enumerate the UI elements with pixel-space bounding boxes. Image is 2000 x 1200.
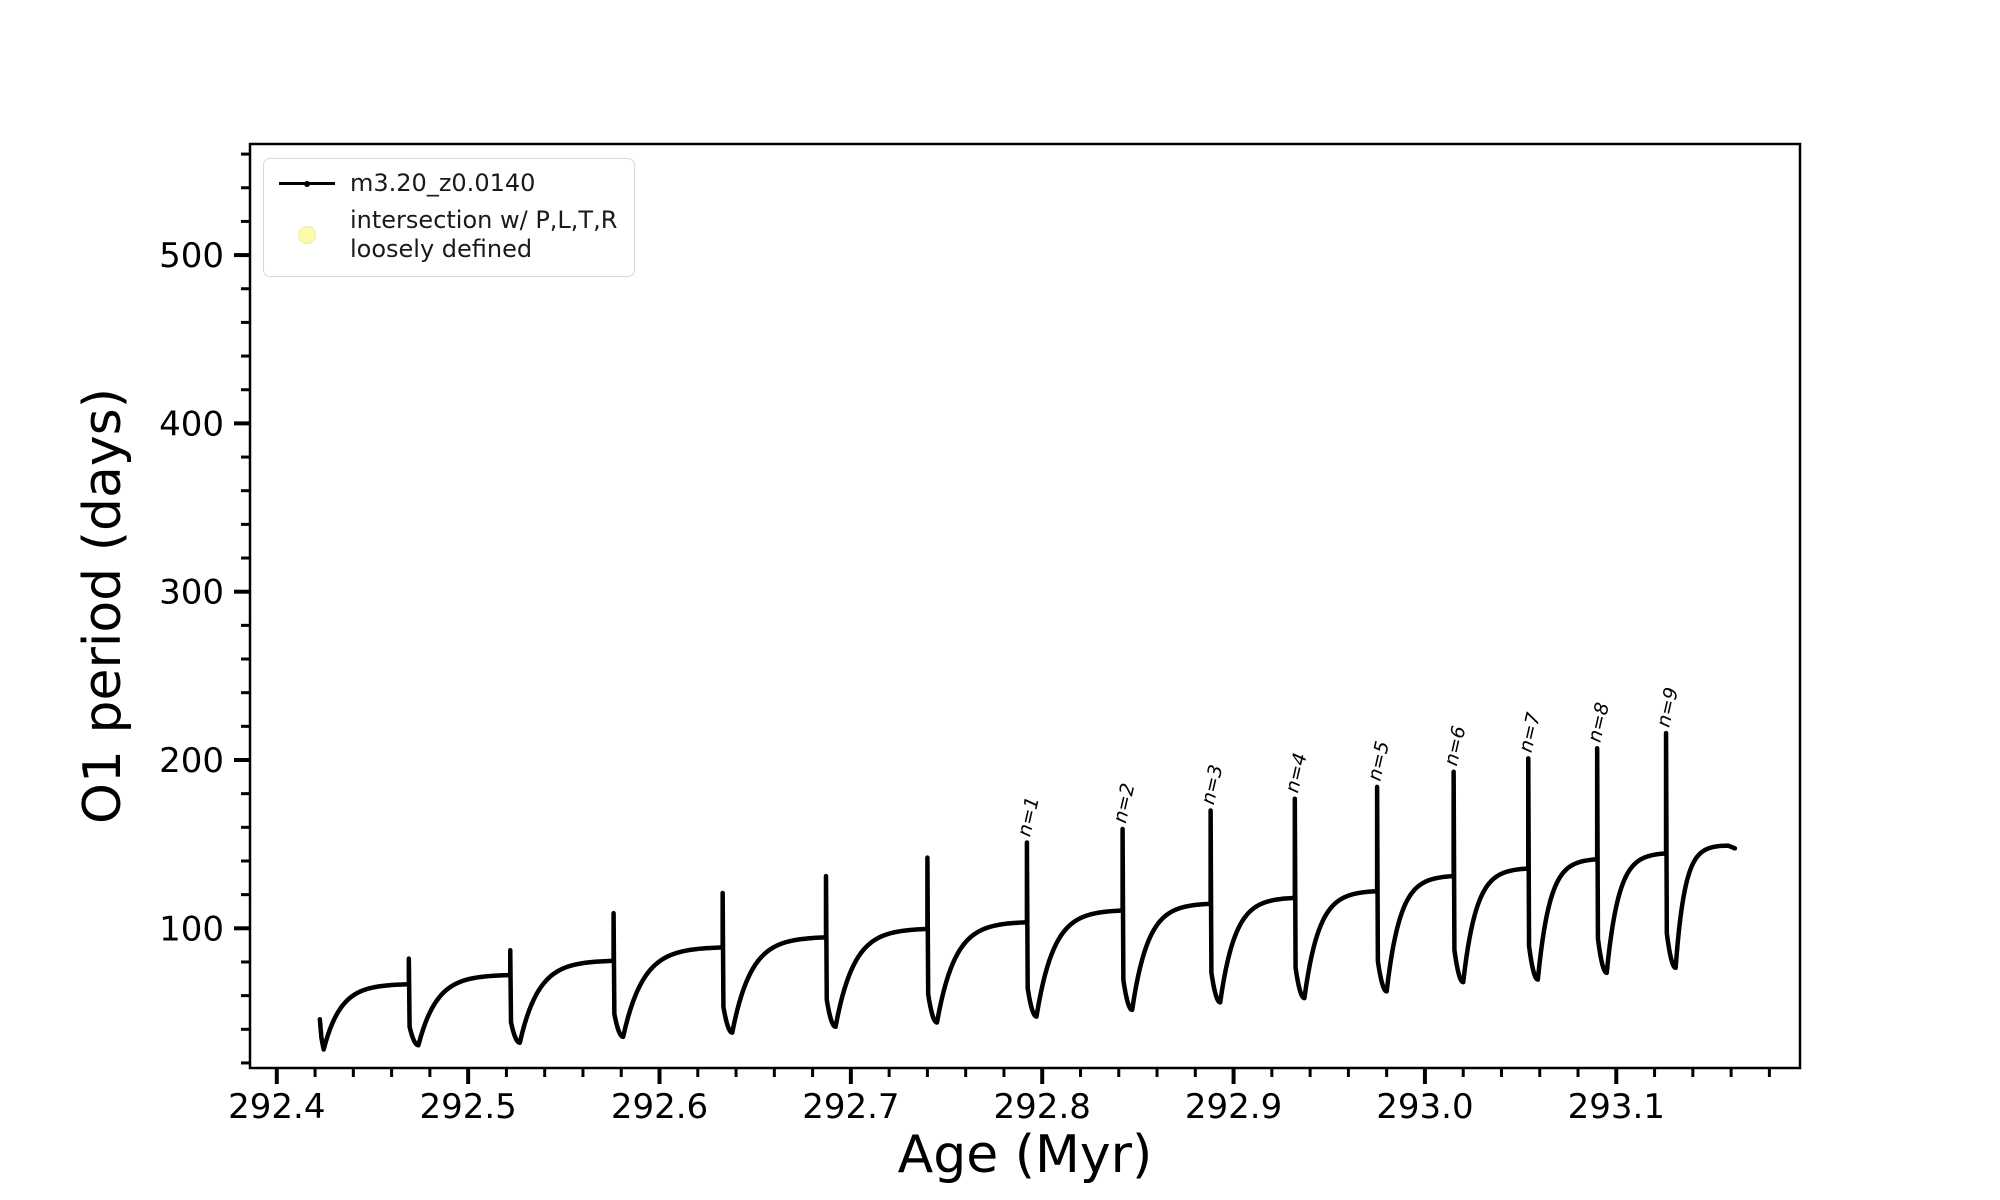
- spike-annotation: n=8: [1584, 700, 1614, 744]
- y-tick-label: 400: [159, 404, 224, 444]
- y-tick-label: 300: [159, 573, 224, 613]
- x-tick-label: 293.0: [1376, 1087, 1473, 1127]
- x-tick-label: 292.8: [994, 1087, 1091, 1127]
- line-with-dot-marker-icon: [276, 180, 338, 187]
- x-tick-label: 293.1: [1568, 1087, 1665, 1127]
- y-axis-label: O1 period (days): [73, 387, 133, 825]
- legend-label-intersection: intersection w/ P,L,T,R loosely defined: [350, 206, 618, 263]
- x-tick-label: 292.7: [802, 1087, 899, 1127]
- spike-annotation: n=2: [1109, 781, 1139, 825]
- circle-marker-icon: [276, 226, 338, 244]
- legend-entry-series: m3.20_z0.0140: [276, 169, 620, 198]
- spike-annotation: n=7: [1515, 710, 1545, 754]
- x-tick-label: 292.4: [228, 1087, 325, 1127]
- x-tick-label: 292.6: [611, 1087, 708, 1127]
- spike-annotation: n=3: [1197, 763, 1227, 807]
- y-tick-label: 200: [159, 741, 224, 781]
- spike-annotation: n=6: [1440, 724, 1470, 768]
- x-tick-label: 292.5: [419, 1087, 516, 1127]
- series-line: [317, 730, 1738, 1052]
- legend-entry-intersection: intersection w/ P,L,T,R loosely defined: [276, 206, 620, 264]
- legend: m3.20_z0.0140 intersection w/ P,L,T,R lo…: [263, 158, 635, 277]
- x-axis-label: Age (Myr): [897, 1125, 1153, 1185]
- x-tick-label: 292.9: [1185, 1087, 1282, 1127]
- spike-annotation: n=5: [1364, 739, 1394, 783]
- spike-annotation: n=1: [1013, 795, 1043, 839]
- y-tick-label: 100: [159, 909, 224, 949]
- axes-frame: [248, 142, 1802, 1070]
- spike-annotation: n=4: [1281, 751, 1311, 795]
- spike-annotation: n=9: [1652, 685, 1682, 729]
- y-tick-label: 500: [159, 236, 224, 276]
- legend-label-series: m3.20_z0.0140: [350, 169, 536, 197]
